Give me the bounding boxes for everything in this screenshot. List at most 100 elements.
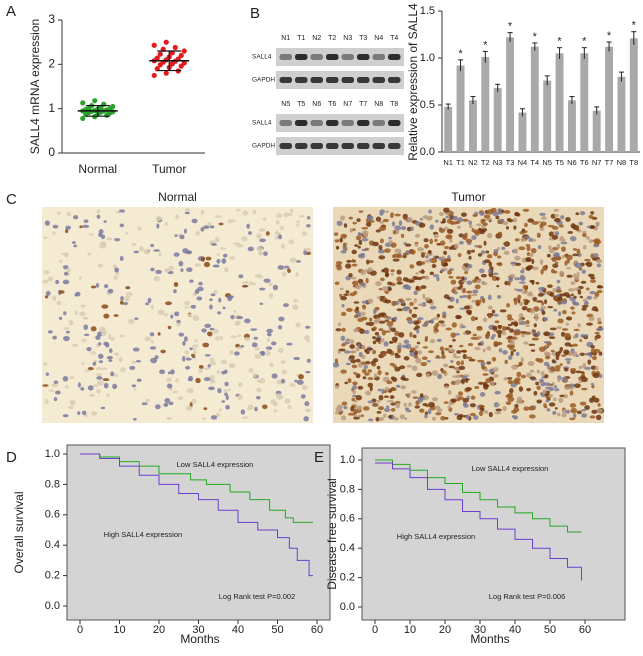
cell (387, 281, 393, 286)
cell (552, 270, 558, 274)
cell (222, 253, 228, 258)
cell (209, 327, 215, 331)
cell (553, 308, 558, 312)
cell (481, 282, 488, 286)
cell (582, 362, 587, 369)
cell (376, 399, 381, 403)
cell (388, 236, 392, 240)
cell (521, 290, 529, 294)
cell (429, 271, 434, 276)
cell (378, 255, 386, 260)
cell (505, 394, 513, 398)
cell (476, 223, 482, 227)
cell (133, 388, 137, 391)
cell (93, 384, 99, 388)
cell (443, 262, 449, 267)
cell (42, 362, 48, 366)
cell (547, 305, 554, 309)
cell (147, 297, 152, 303)
y-tick-label: 0.5 (420, 99, 435, 111)
cell (516, 288, 524, 292)
cell (422, 293, 426, 299)
cell (358, 362, 363, 368)
cell (435, 412, 442, 416)
cell (202, 342, 210, 348)
cell (522, 208, 530, 212)
cell (509, 388, 514, 394)
bar (468, 100, 477, 152)
cell (381, 352, 387, 357)
cell (462, 218, 469, 222)
cell (588, 239, 593, 244)
cell (281, 243, 285, 250)
cell (349, 339, 355, 344)
cell (44, 295, 49, 299)
cell (557, 296, 563, 302)
cell (417, 350, 422, 355)
cell (561, 376, 568, 383)
data-point (181, 48, 187, 54)
cell (242, 281, 249, 284)
survival-curve (80, 453, 314, 577)
cell (271, 373, 278, 379)
cell (384, 299, 392, 304)
lane-label: T1 (297, 35, 305, 42)
cell (53, 380, 59, 385)
cell (343, 406, 348, 410)
bar (567, 100, 576, 152)
cell (138, 246, 144, 252)
cell (416, 328, 420, 334)
significance-mark: * (458, 48, 463, 60)
cell (416, 341, 421, 345)
cell (201, 328, 207, 333)
cell (150, 340, 154, 344)
cell (403, 339, 410, 344)
cell (460, 360, 464, 366)
cell (402, 284, 410, 290)
cell (280, 360, 286, 364)
cell (392, 230, 397, 235)
cell (515, 351, 520, 357)
cell (472, 279, 477, 283)
cell (352, 385, 358, 390)
cell (242, 210, 249, 216)
cell (224, 369, 228, 374)
x-tick-label: 50 (544, 624, 556, 636)
cell (538, 346, 546, 352)
cell (450, 398, 458, 403)
cell (45, 290, 51, 296)
cell (160, 349, 166, 354)
x-axis-label: Months (180, 632, 219, 646)
cell (66, 211, 72, 217)
cell (195, 230, 200, 236)
cell (463, 305, 471, 310)
cell (520, 237, 526, 242)
cell (520, 332, 526, 338)
cell (362, 376, 367, 380)
cell (99, 241, 107, 246)
cell (420, 252, 426, 255)
bar (530, 46, 539, 152)
cell (262, 217, 267, 221)
cell (494, 320, 500, 324)
cell (280, 378, 286, 384)
cell (457, 286, 462, 290)
cell (210, 293, 216, 297)
y-tick-label: 0.0 (420, 146, 435, 158)
cell (90, 351, 97, 355)
cell (254, 273, 262, 278)
cell (543, 331, 551, 337)
cell (364, 232, 368, 238)
x-tick-label: T5 (555, 158, 564, 167)
cell (515, 212, 520, 217)
cell (593, 243, 600, 248)
cell (550, 292, 555, 298)
cell (581, 372, 585, 376)
cell (466, 280, 473, 285)
cell (184, 211, 190, 215)
bar (518, 112, 527, 152)
cell (411, 313, 418, 318)
cell (486, 209, 494, 215)
cell (540, 370, 545, 377)
cell (303, 416, 309, 422)
